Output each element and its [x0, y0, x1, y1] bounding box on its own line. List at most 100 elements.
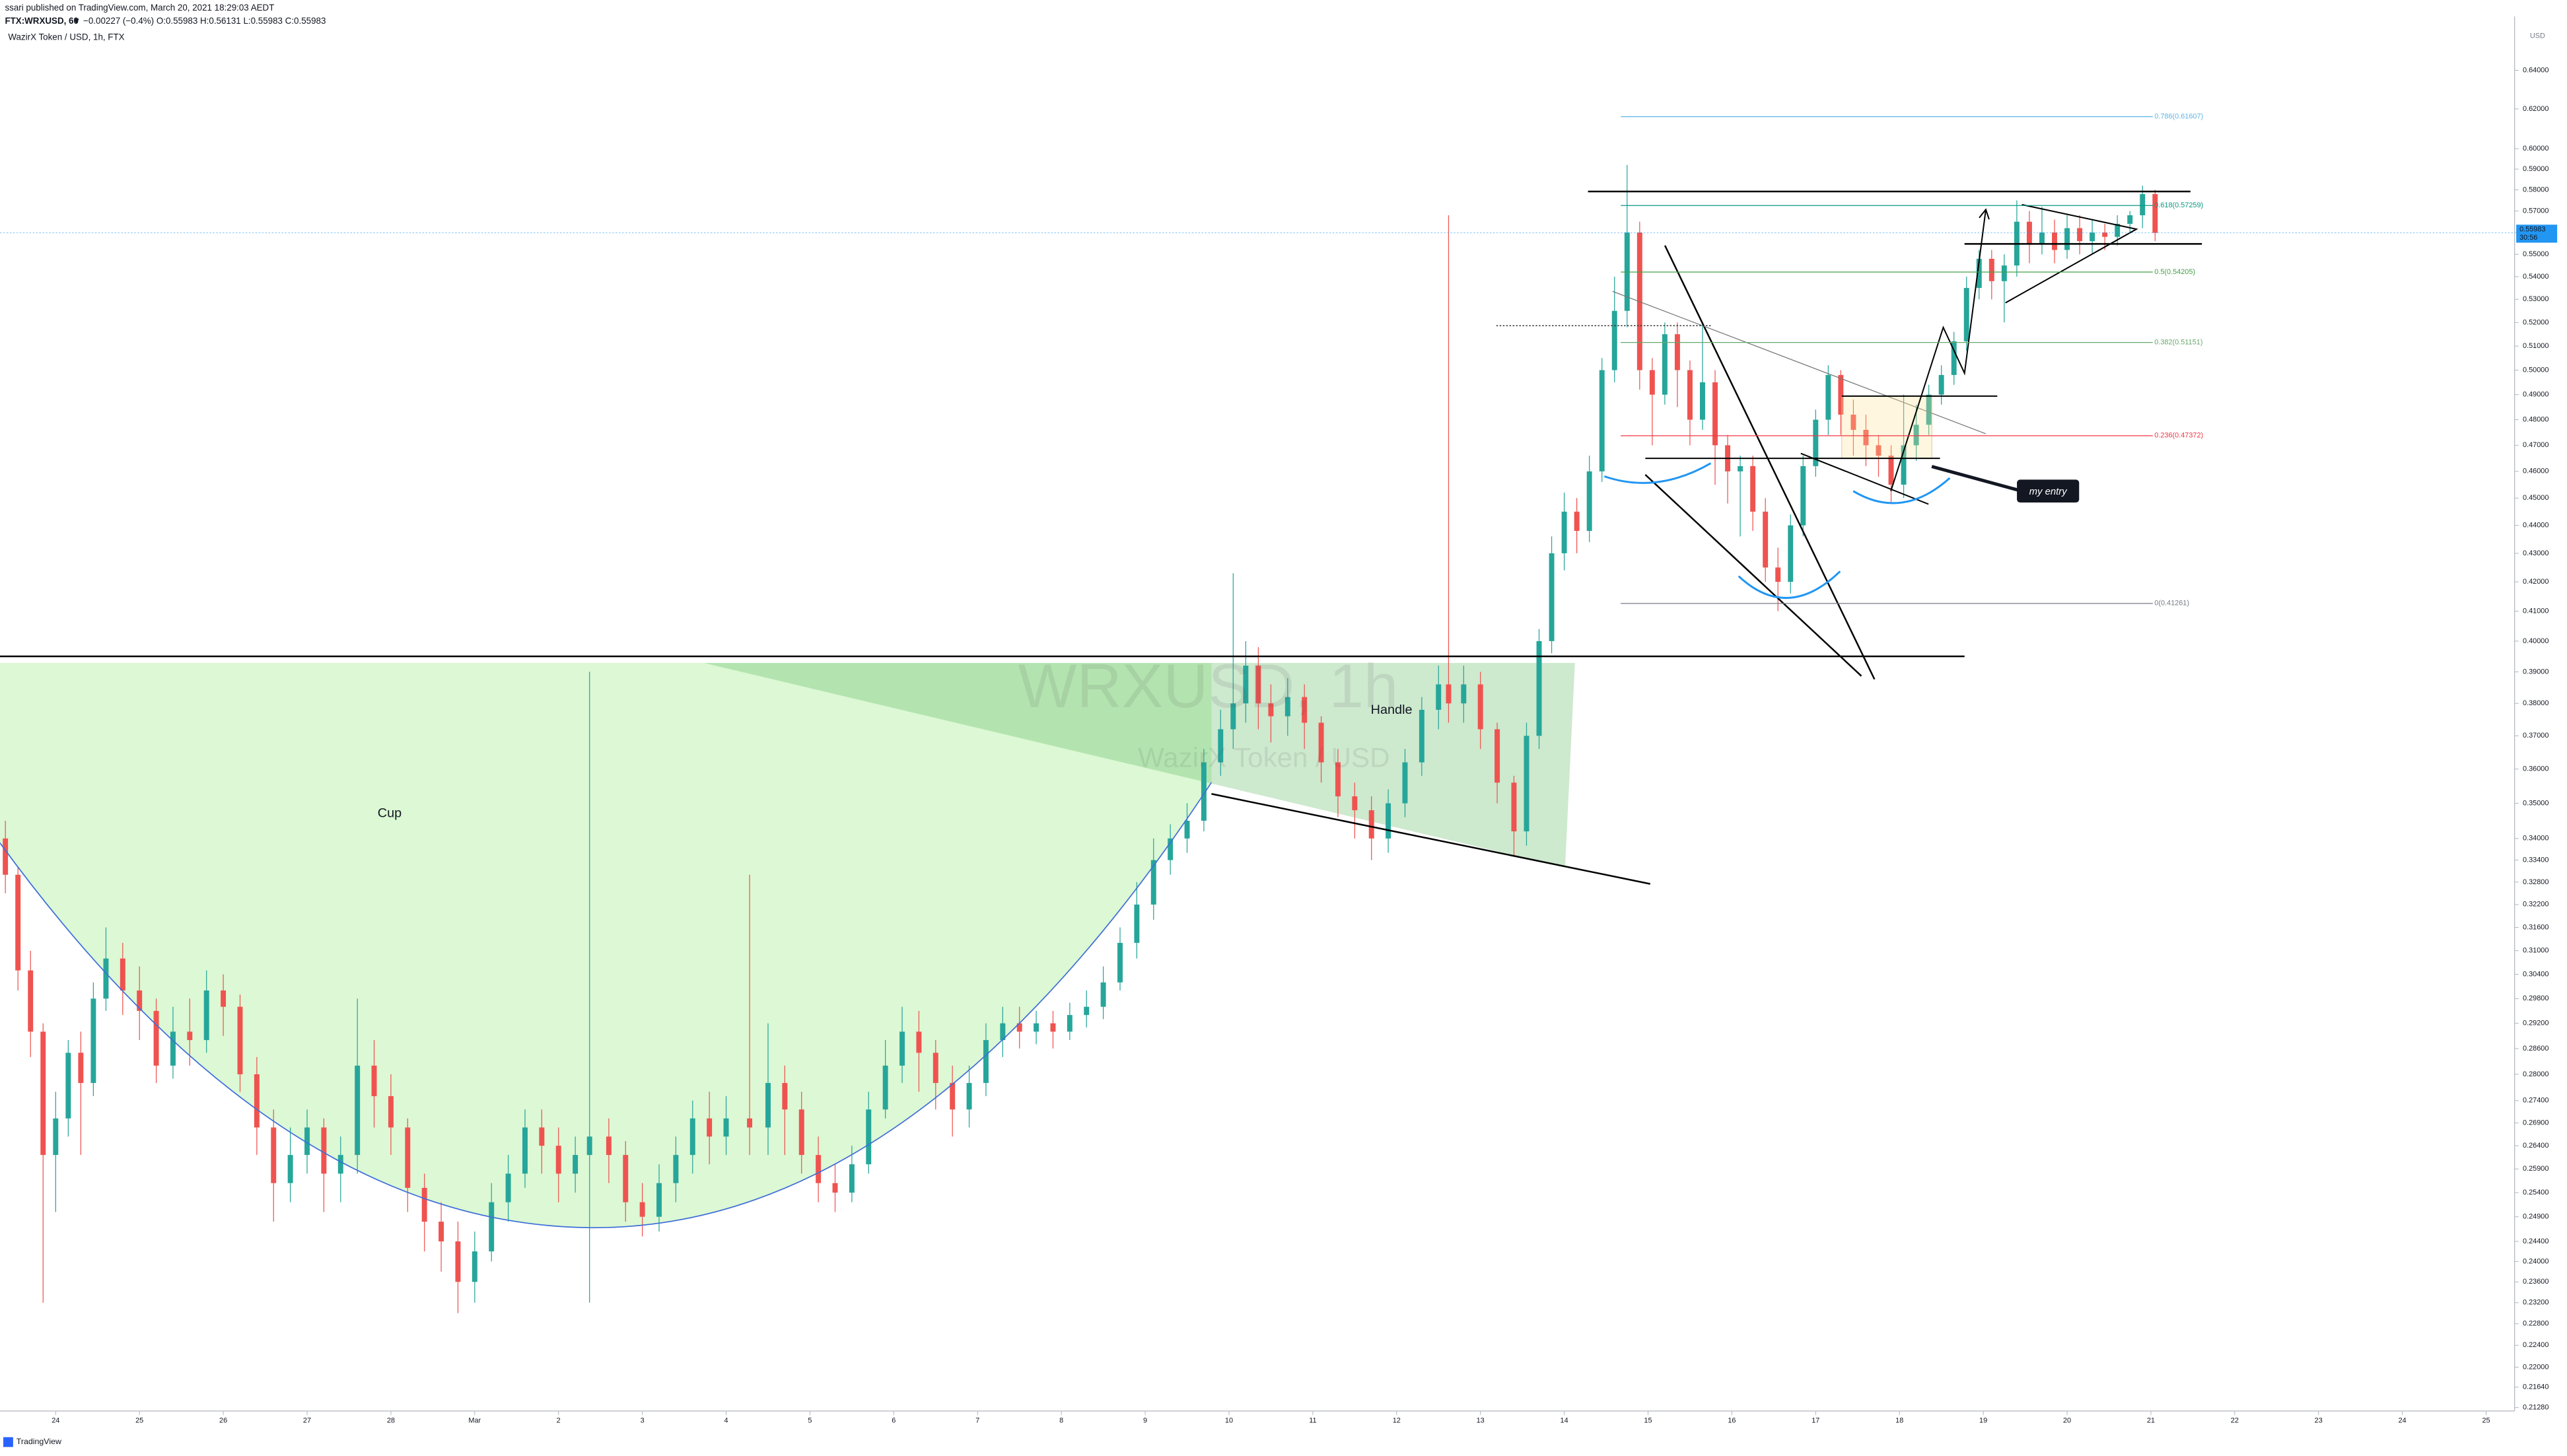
callout-box — [2017, 479, 2080, 503]
candle-body — [3, 838, 9, 875]
candle-body — [1750, 466, 1756, 512]
candle-body — [15, 874, 21, 971]
candle-body — [65, 1053, 71, 1119]
y-tick-label: 0.48000 — [2523, 415, 2549, 423]
candle-body — [1100, 982, 1106, 1007]
candle-body — [1446, 684, 1452, 704]
candle-body — [203, 990, 209, 1041]
x-tick-label: 15 — [1644, 1417, 1652, 1425]
y-tick-label: 0.31000 — [2523, 947, 2549, 955]
candle-body — [2052, 232, 2057, 250]
candle-body — [1901, 445, 1907, 485]
y-tick-label: 0.60000 — [2523, 145, 2549, 153]
candle-body — [916, 1031, 922, 1053]
x-tick-label: 17 — [1811, 1417, 1819, 1425]
candle-body — [2102, 232, 2108, 237]
y-tick-label: 0.29800 — [2523, 994, 2549, 1002]
candle-body — [1511, 782, 1517, 832]
candles — [3, 164, 2158, 1313]
pennant — [2005, 203, 2138, 304]
y-tick-label: 0.29200 — [2523, 1020, 2549, 1027]
x-tick-label: 12 — [1393, 1417, 1401, 1425]
candle-body — [882, 1065, 888, 1110]
y-tick-label: 0.36000 — [2523, 765, 2549, 773]
candle-body — [1800, 466, 1806, 526]
x-tick-label: 13 — [1477, 1417, 1485, 1425]
y-tick-label: 0.51000 — [2523, 342, 2549, 350]
candle-body — [1536, 641, 1542, 736]
candle-body — [1888, 456, 1894, 485]
y-tick-label: 0.41000 — [2523, 607, 2549, 615]
candle-body — [1117, 942, 1123, 983]
candle-body — [405, 1127, 411, 1188]
candle-body — [287, 1155, 293, 1183]
y-tick-label: 0.32800 — [2523, 878, 2549, 886]
cup-fill — [0, 662, 1212, 1228]
candle-body — [304, 1127, 310, 1156]
candle-body — [1951, 341, 1957, 375]
candle-body — [78, 1053, 84, 1084]
fib-label: 0(0.41261) — [2154, 600, 2189, 607]
candle-body — [1318, 722, 1324, 763]
candle-body — [2064, 228, 2070, 250]
candle-body — [1402, 762, 1408, 804]
candle-body — [1168, 838, 1174, 860]
candle-body — [1184, 820, 1190, 839]
candle-body — [899, 1031, 905, 1066]
x-tick-label: 24 — [2399, 1417, 2407, 1425]
candle-body — [120, 958, 125, 991]
x-tick-label: 28 — [387, 1417, 395, 1425]
y-tick-label: 0.24000 — [2523, 1257, 2549, 1265]
candle-body — [187, 1031, 193, 1041]
candle-body — [1436, 684, 1442, 710]
y-tick-label: 0.27400 — [2523, 1097, 2549, 1105]
candle-body — [1419, 709, 1424, 763]
candle-body — [673, 1155, 679, 1183]
candle-body — [321, 1127, 327, 1174]
candle-body — [1599, 370, 1605, 471]
candle-body — [765, 1083, 771, 1128]
y-tick-label: 0.22400 — [2523, 1341, 2549, 1349]
candle-body — [2127, 215, 2133, 224]
candle-body — [950, 1083, 956, 1110]
y-tick-label: 0.31600 — [2523, 923, 2549, 931]
candle-body — [371, 1065, 377, 1097]
y-tick-label: 0.23200 — [2523, 1299, 2549, 1307]
y-tick-label: 0.57000 — [2523, 207, 2549, 215]
candle-body — [1255, 666, 1261, 704]
candle-body — [1000, 1023, 1006, 1041]
candle-body — [747, 1118, 753, 1128]
y-tick-label: 0.34000 — [2523, 835, 2549, 843]
candle-body — [1084, 1006, 1090, 1016]
x-tick-label: 2 — [557, 1417, 561, 1425]
candle-body — [1687, 370, 1693, 420]
candle-body — [439, 1222, 444, 1242]
candle-body — [388, 1096, 394, 1128]
trend-line — [1800, 452, 1929, 505]
x-tick-label: 27 — [303, 1417, 311, 1425]
x-tick-label: 14 — [1561, 1417, 1568, 1425]
candle-body — [40, 1031, 46, 1156]
x-tick-label: 18 — [1895, 1417, 1903, 1425]
last-price-label: 0.55983 — [2519, 226, 2545, 234]
y-tick-label: 0.55000 — [2523, 250, 2549, 258]
projection-path — [1890, 209, 1987, 491]
candle-body — [2115, 223, 2121, 237]
y-tick-label: 0.52000 — [2523, 318, 2549, 326]
callout-pointer — [1931, 465, 2023, 493]
fib-label: 0.5(0.54205) — [2154, 268, 2195, 276]
candle-body — [271, 1127, 277, 1183]
candle-body — [2001, 265, 2007, 281]
candle-body — [1586, 471, 1592, 532]
annotation-label: Cup — [378, 806, 402, 820]
candle-body — [1150, 860, 1156, 905]
x-tick-label: 26 — [219, 1417, 227, 1425]
y-tick-label: 0.37000 — [2523, 732, 2549, 740]
candle-body — [656, 1183, 662, 1217]
candle-body — [1050, 1023, 1056, 1032]
watermark-symbol: WRXUSD, 1h — [1018, 651, 1399, 720]
bottom-arc — [1738, 571, 1841, 599]
candle-body — [2026, 221, 2032, 244]
candle-body — [689, 1118, 695, 1156]
candle-body — [1926, 394, 1932, 425]
